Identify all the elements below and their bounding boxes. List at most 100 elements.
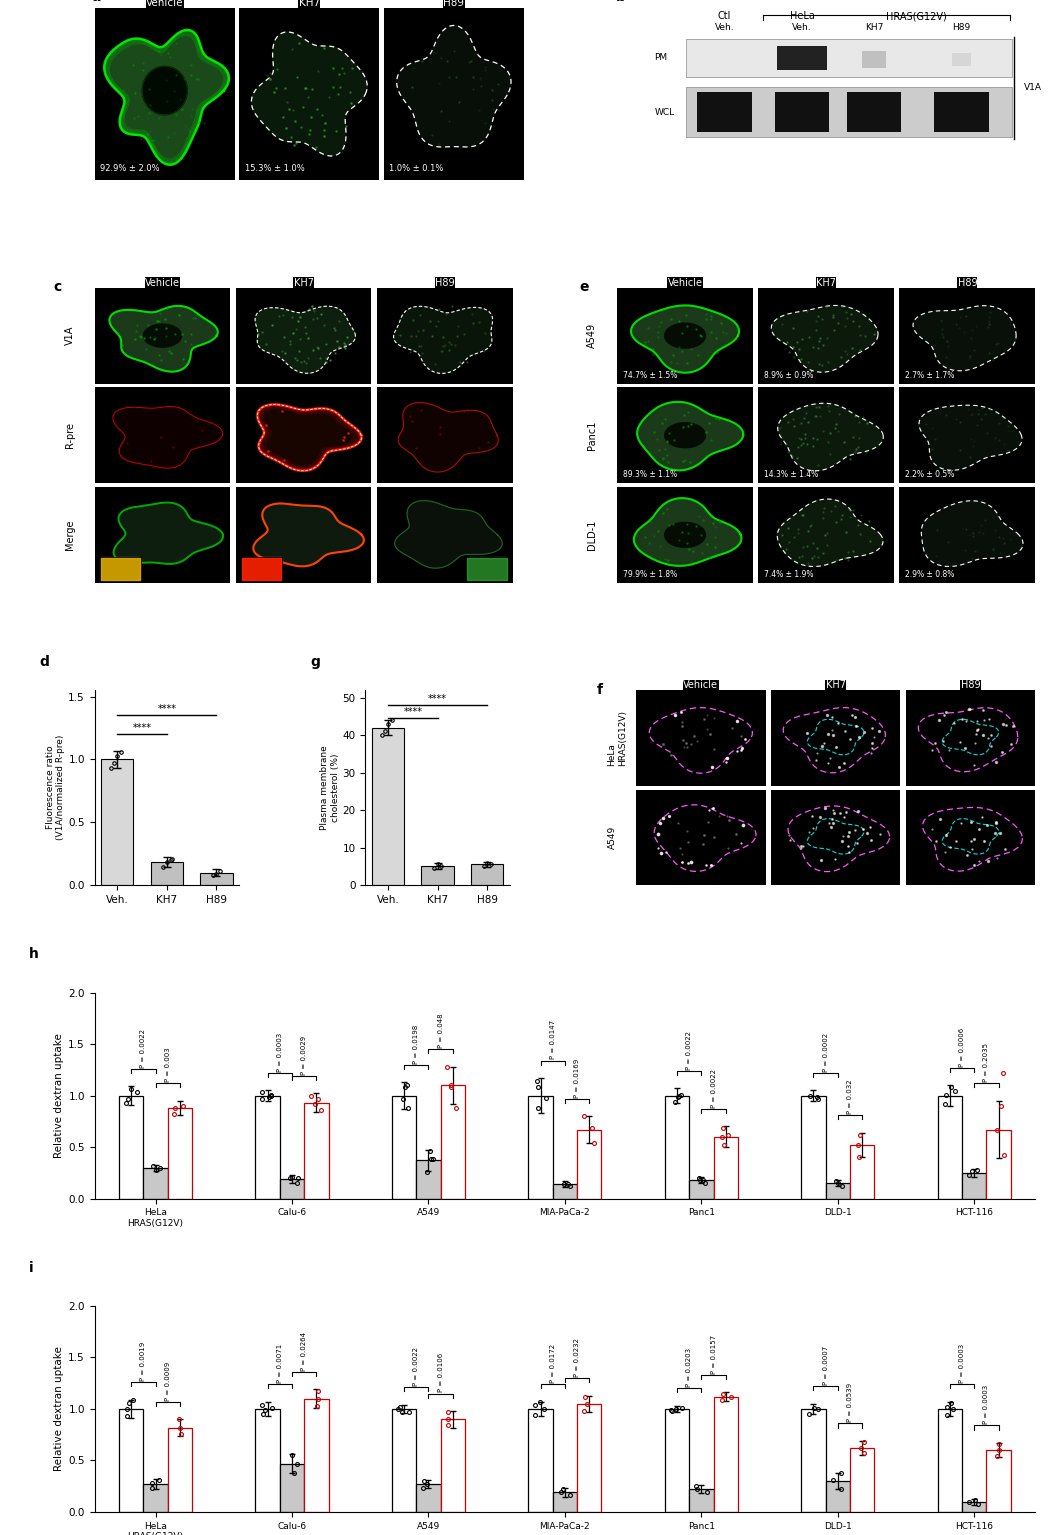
- Text: ****: ****: [404, 708, 423, 717]
- Text: 8.9% ± 0.9%: 8.9% ± 0.9%: [764, 370, 813, 379]
- Bar: [101, 557, 140, 579]
- Text: 74.7% ± 1.5%: 74.7% ± 1.5%: [622, 370, 677, 379]
- Bar: [685, 38, 1012, 77]
- Bar: [416, 1160, 440, 1199]
- Text: P = 0.048: P = 0.048: [437, 1013, 444, 1048]
- Bar: [775, 92, 829, 132]
- Bar: [392, 1409, 416, 1512]
- Text: a: a: [91, 0, 101, 5]
- Bar: [577, 1405, 601, 1512]
- Text: 2.9% ± 0.8%: 2.9% ± 0.8%: [905, 569, 954, 579]
- Text: 2.2% ± 0.5%: 2.2% ± 0.5%: [905, 470, 954, 479]
- Text: h: h: [28, 947, 39, 961]
- Polygon shape: [104, 31, 229, 164]
- Bar: [937, 1096, 962, 1199]
- Text: DLD-1: DLD-1: [588, 520, 597, 550]
- Bar: [665, 1409, 689, 1512]
- Bar: [150, 863, 183, 886]
- Text: P = 0.0009: P = 0.0009: [165, 1362, 170, 1401]
- Text: R-pre: R-pre: [65, 422, 75, 448]
- Title: KH7: KH7: [293, 278, 313, 287]
- Polygon shape: [251, 32, 367, 157]
- Bar: [440, 1420, 465, 1512]
- Bar: [553, 1492, 577, 1512]
- Bar: [416, 1484, 440, 1512]
- Bar: [714, 1137, 738, 1199]
- Bar: [685, 87, 1012, 137]
- Text: Veh.: Veh.: [715, 23, 735, 32]
- Polygon shape: [396, 26, 511, 147]
- Title: KH7: KH7: [826, 680, 846, 691]
- Polygon shape: [778, 499, 883, 566]
- Text: P = 0.0022: P = 0.0022: [710, 1068, 717, 1108]
- Text: WCL: WCL: [655, 107, 675, 117]
- Text: P = 0.0539: P = 0.0539: [847, 1383, 853, 1423]
- Bar: [468, 557, 506, 579]
- Text: P = 0.0022: P = 0.0022: [686, 1032, 693, 1070]
- Bar: [850, 1145, 874, 1199]
- Polygon shape: [114, 502, 223, 563]
- Bar: [119, 1409, 143, 1512]
- Title: H89: H89: [444, 0, 465, 8]
- Text: P = 0.0003: P = 0.0003: [276, 1033, 283, 1071]
- Text: V1A: V1A: [65, 325, 75, 345]
- Text: KH7: KH7: [865, 23, 883, 32]
- Bar: [826, 1183, 850, 1199]
- Text: P = 0.0002: P = 0.0002: [823, 1033, 828, 1071]
- Text: P = 0.0006: P = 0.0006: [960, 1027, 965, 1067]
- Bar: [529, 1096, 553, 1199]
- Bar: [577, 1130, 601, 1199]
- Bar: [143, 1484, 168, 1512]
- Text: P = 0.0169: P = 0.0169: [574, 1058, 580, 1098]
- Polygon shape: [144, 324, 182, 347]
- Text: 79.9% ± 1.8%: 79.9% ± 1.8%: [622, 569, 677, 579]
- Polygon shape: [634, 499, 741, 566]
- Text: P = 0.0232: P = 0.0232: [574, 1339, 580, 1377]
- Bar: [101, 760, 133, 886]
- Polygon shape: [919, 405, 1022, 470]
- Bar: [987, 1451, 1011, 1512]
- Y-axis label: Fluorescence ratio
(V1A/normalized R-pre): Fluorescence ratio (V1A/normalized R-pre…: [46, 735, 65, 840]
- Bar: [243, 557, 281, 579]
- Text: P = 0.0203: P = 0.0203: [686, 1348, 693, 1388]
- Text: V1A: V1A: [1024, 83, 1042, 92]
- Text: g: g: [310, 655, 321, 669]
- Text: Ctl: Ctl: [718, 11, 731, 21]
- Text: i: i: [28, 1260, 34, 1274]
- Bar: [280, 1463, 304, 1512]
- Text: 89.3% ± 1.1%: 89.3% ± 1.1%: [622, 470, 677, 479]
- Text: P = 0.0157: P = 0.0157: [710, 1335, 717, 1374]
- Text: f: f: [597, 683, 603, 697]
- Title: Vehicle: Vehicle: [146, 0, 184, 8]
- Title: Vehicle: Vehicle: [683, 680, 718, 691]
- Text: Panc1: Panc1: [588, 421, 597, 450]
- Bar: [392, 1096, 416, 1199]
- Bar: [471, 864, 503, 886]
- Text: P = 0.0264: P = 0.0264: [302, 1332, 307, 1371]
- Polygon shape: [255, 305, 355, 373]
- Title: Vehicle: Vehicle: [667, 278, 702, 287]
- Bar: [372, 728, 405, 886]
- Text: b: b: [616, 0, 625, 5]
- Bar: [800, 46, 827, 69]
- Polygon shape: [109, 305, 218, 371]
- Bar: [801, 1409, 826, 1512]
- Bar: [826, 1481, 850, 1512]
- Polygon shape: [112, 407, 223, 468]
- Bar: [847, 92, 901, 132]
- Bar: [987, 1130, 1011, 1199]
- Bar: [862, 51, 886, 68]
- Bar: [801, 1096, 826, 1199]
- Title: KH7: KH7: [817, 278, 837, 287]
- Bar: [168, 1108, 192, 1199]
- Text: P = 0.0071: P = 0.0071: [276, 1345, 283, 1383]
- Text: P = 0.0007: P = 0.0007: [823, 1346, 828, 1385]
- Title: H89: H89: [961, 680, 981, 691]
- Text: ****: ****: [132, 723, 151, 734]
- Text: A549: A549: [607, 826, 617, 849]
- Text: P = 0.0003: P = 0.0003: [960, 1345, 965, 1383]
- Bar: [280, 1179, 304, 1199]
- Bar: [962, 1173, 987, 1199]
- Polygon shape: [778, 404, 883, 471]
- Bar: [255, 1096, 280, 1199]
